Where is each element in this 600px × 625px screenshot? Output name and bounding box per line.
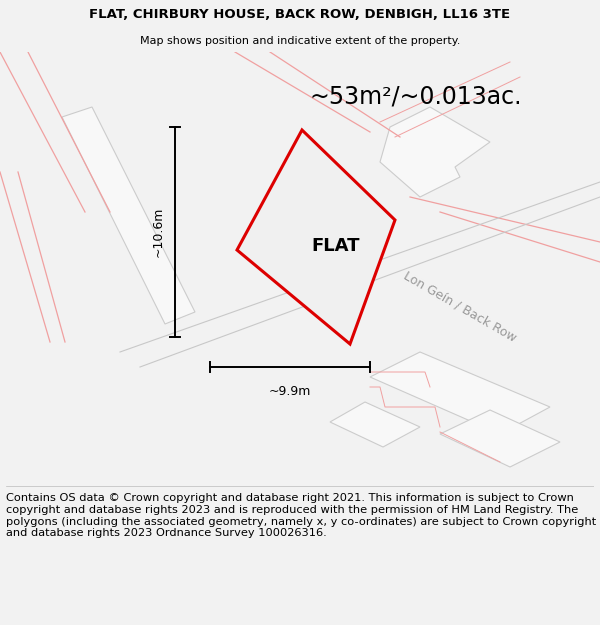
Text: Lon Geín / Back Row: Lon Geín / Back Row [401,269,519,344]
Polygon shape [370,352,550,434]
Polygon shape [440,410,560,467]
Text: FLAT: FLAT [312,237,360,255]
Text: ~10.6m: ~10.6m [152,207,165,258]
Text: Map shows position and indicative extent of the property.: Map shows position and indicative extent… [140,36,460,46]
Polygon shape [62,107,195,324]
Polygon shape [330,402,420,447]
Text: FLAT, CHIRBURY HOUSE, BACK ROW, DENBIGH, LL16 3TE: FLAT, CHIRBURY HOUSE, BACK ROW, DENBIGH,… [89,8,511,21]
Text: Contains OS data © Crown copyright and database right 2021. This information is : Contains OS data © Crown copyright and d… [6,494,596,538]
Text: ~53m²/~0.013ac.: ~53m²/~0.013ac. [310,85,523,109]
Text: ~9.9m: ~9.9m [269,385,311,398]
Polygon shape [380,107,490,197]
Polygon shape [237,130,395,344]
